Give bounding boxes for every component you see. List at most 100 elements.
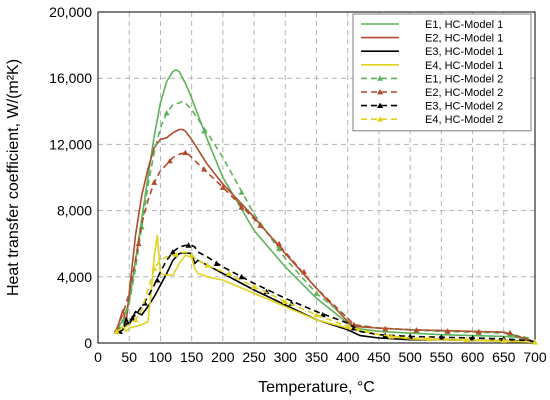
x-tick-label: 600	[461, 349, 485, 365]
data-point-marker	[169, 248, 176, 255]
x-tick-label: 550	[430, 349, 454, 365]
y-tick-label: 12,000	[49, 136, 92, 152]
x-tick-label: 450	[367, 349, 391, 365]
data-point-marker	[301, 268, 308, 275]
data-point-marker	[151, 179, 158, 185]
data-point-marker	[185, 242, 192, 248]
series-8	[113, 251, 538, 345]
legend-marker	[377, 102, 383, 108]
data-point-marker	[141, 300, 148, 306]
x-tick-label: 250	[242, 349, 266, 365]
data-point-marker	[313, 311, 320, 318]
legend-box	[352, 13, 532, 132]
series-line	[116, 234, 536, 343]
x-tick-label: 150	[180, 349, 204, 365]
legend-item: E1, HC-Model 1	[361, 19, 503, 31]
x-axis-label: Temperature, °C	[258, 379, 375, 396]
data-point-marker	[219, 184, 226, 190]
series-layer	[113, 69, 538, 345]
data-point-marker	[132, 316, 139, 323]
x-tick-label: 400	[336, 349, 360, 365]
x-tick-label: 0	[94, 349, 102, 365]
data-point-marker	[276, 240, 283, 247]
data-point-marker	[413, 327, 420, 333]
series-line	[116, 69, 536, 343]
legend-marker	[377, 89, 383, 95]
data-point-marker	[475, 328, 482, 335]
data-point-marker	[201, 166, 208, 172]
data-point-marker	[463, 336, 470, 343]
y-tick-label: 4,000	[57, 269, 92, 285]
y-tick-label: 16,000	[49, 70, 92, 86]
data-point-marker	[500, 337, 507, 343]
x-tick-label: 100	[149, 349, 173, 365]
x-tick-label: 300	[274, 349, 298, 365]
data-point-marker	[238, 273, 245, 280]
data-point-marker	[382, 325, 389, 332]
data-point-marker	[201, 128, 208, 134]
data-point-marker	[507, 329, 514, 336]
legend-label: E4, HC-Model 2	[425, 114, 503, 126]
data-point-marker	[238, 189, 245, 195]
series-line	[116, 244, 536, 343]
data-point-marker	[282, 298, 289, 305]
legend-marker	[377, 75, 383, 81]
data-point-marker	[129, 315, 136, 321]
data-point-marker	[388, 333, 395, 339]
legend-marker	[377, 116, 383, 122]
legend-item: E3, HC-Model 2	[361, 101, 503, 113]
y-tick-label: 8,000	[57, 203, 92, 219]
legend-label: E4, HC-Model 1	[425, 60, 503, 72]
x-tick-label: 500	[398, 349, 422, 365]
legend-item: E2, HC-Model 1	[361, 33, 503, 45]
x-tick-label: 650	[492, 349, 516, 365]
data-point-marker	[257, 222, 264, 228]
series-4	[116, 234, 536, 343]
x-tick-label: 350	[305, 349, 329, 365]
data-point-marker	[226, 270, 233, 276]
data-point-marker	[276, 245, 283, 252]
data-point-marker	[135, 240, 142, 247]
tick-labels: 0 50 100 150 200 250 300 350 400 450 500 550 600 650 7…	[49, 4, 547, 365]
series-1	[116, 69, 536, 343]
y-tick-label: 0	[84, 335, 92, 351]
legend-label: E1, HC-Model 1	[425, 19, 503, 31]
legend: E1, HC-Model 1E2, HC-Model 1E3, HC-Model…	[352, 13, 532, 132]
series-5	[113, 100, 536, 343]
data-point-marker	[166, 157, 173, 164]
data-point-marker	[113, 328, 120, 334]
data-point-marker	[182, 149, 189, 156]
series-6	[113, 149, 536, 343]
legend-item: E4, HC-Model 2	[361, 114, 503, 126]
data-point-marker	[151, 265, 158, 271]
legend-item: E3, HC-Model 1	[361, 46, 503, 58]
data-point-marker	[173, 251, 180, 257]
data-point-marker	[532, 339, 538, 345]
data-point-marker	[163, 109, 170, 116]
plot-frame	[97, 11, 536, 344]
legend-item: E1, HC-Model 2	[361, 73, 503, 85]
data-point-marker	[425, 335, 432, 342]
legend-item: E4, HC-Model 1	[361, 60, 503, 72]
x-tick-label: 200	[211, 349, 235, 365]
data-point-marker	[313, 290, 320, 296]
data-point-marker	[444, 328, 451, 334]
data-point-marker	[251, 283, 258, 290]
data-point-marker	[344, 323, 351, 329]
data-point-marker	[213, 260, 220, 266]
x-tick-label: 50	[121, 349, 137, 365]
data-point-marker	[188, 252, 195, 258]
legend-label: E2, HC-Model 1	[425, 33, 503, 45]
legend-label: E3, HC-Model 2	[425, 101, 503, 113]
data-point-marker	[438, 334, 445, 340]
legend-label: E3, HC-Model 1	[425, 46, 503, 58]
legend-label: E2, HC-Model 2	[425, 87, 503, 99]
x-tick-label: 700	[523, 349, 547, 365]
data-point-marker	[204, 262, 211, 268]
series-line	[115, 151, 536, 343]
series-line	[116, 251, 536, 343]
data-point-marker	[154, 277, 161, 283]
data-point-marker	[238, 204, 245, 210]
y-axis-label: Heat transfer coefficient, W/(m²K)	[5, 59, 22, 296]
